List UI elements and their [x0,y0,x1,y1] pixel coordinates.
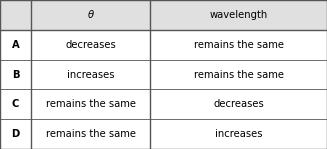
Text: θ: θ [88,10,94,20]
Text: remains the same: remains the same [46,129,136,139]
Text: decreases: decreases [213,99,264,109]
Text: D: D [11,129,20,139]
Text: wavelength: wavelength [210,10,268,20]
Text: increases: increases [215,129,263,139]
Text: decreases: decreases [65,40,116,50]
Text: increases: increases [67,69,114,80]
Text: A: A [12,40,19,50]
Text: remains the same: remains the same [194,69,284,80]
Text: B: B [12,69,19,80]
Text: remains the same: remains the same [46,99,136,109]
Bar [0,0,327,30]
Text: C: C [12,99,19,109]
Text: remains the same: remains the same [194,40,284,50]
